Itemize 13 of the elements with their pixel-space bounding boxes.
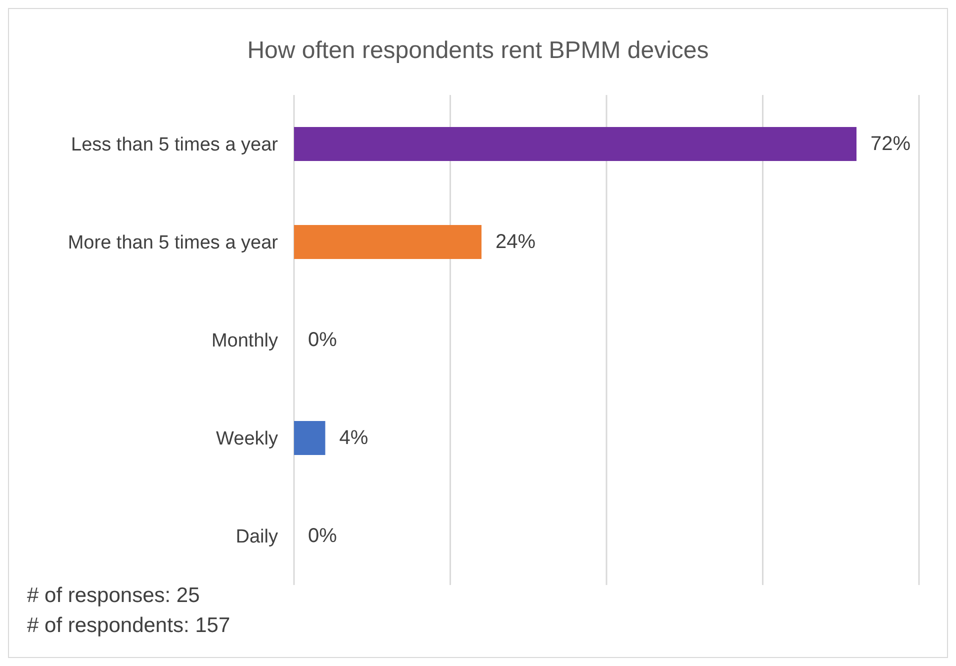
data-label: 0% [308, 524, 337, 548]
data-label: 0% [308, 328, 337, 352]
chart-title: How often respondents rent BPMM devices [246, 37, 710, 65]
data-label: 24% [496, 230, 536, 254]
text: # of respondents: 157 [27, 613, 230, 639]
data-label: 72% [870, 132, 911, 156]
text: # of responses: 25 [27, 583, 201, 609]
y-tick-label: Less than 5 times a year [71, 134, 279, 156]
y-tick-label: Monthly [211, 330, 278, 352]
y-tick-label: Weekly [216, 428, 278, 450]
y-tick-label: More than 5 times a year [68, 232, 279, 254]
data-label: 4% [339, 426, 368, 450]
y-tick-label: Daily [236, 526, 278, 548]
